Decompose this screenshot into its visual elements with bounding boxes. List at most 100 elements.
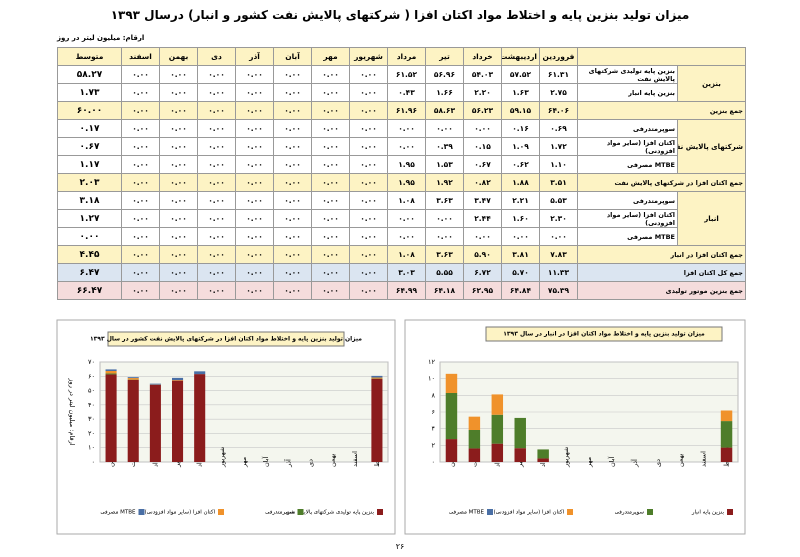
x-tick-label: مهر	[585, 457, 593, 468]
column-header: مرداد	[387, 47, 426, 66]
total-row: جمع اکتان افزا در شرکتهای پالایش نفت ۳.۵۱…	[57, 173, 746, 192]
value-cell: ۵.۵۵	[425, 263, 464, 282]
table-row: اکتان افزا (سایر مواد افزودنی) ۱.۷۲ ۱.۰۹ ۰.…	[57, 137, 746, 156]
value-cell: ۰.۰۰	[121, 245, 160, 264]
x-tick-label: اسفند	[700, 451, 708, 467]
value-cell: ۰.۰۰	[197, 263, 236, 282]
value-cell: ۰.۰۰	[235, 227, 274, 246]
x-tick-label: آذر	[630, 458, 639, 468]
value-cell: ۰.۰۰	[311, 83, 350, 102]
y-tick-label: ۵۰	[88, 387, 95, 395]
y-tick-label: ۶	[432, 408, 436, 416]
x-tick-label: آبان	[261, 455, 270, 467]
row-label: اکتان افزا (سایر مواد افزودنی)	[577, 209, 678, 228]
corner-cell	[577, 47, 746, 66]
value-cell: ۵.۹۰	[463, 245, 502, 264]
value-cell: ۵.۷۰	[501, 263, 540, 282]
value-cell: ۰.۰۰	[311, 65, 350, 84]
bar-segment	[105, 373, 117, 375]
x-tick-label: مهر	[240, 457, 248, 468]
bar-segment	[720, 421, 733, 448]
value-cell: ۰.۰۰	[159, 263, 198, 282]
value-cell: ۰.۰۰	[273, 281, 312, 300]
table-row: MTBE مصرفی ۱.۱۰ ۰.۶۲ ۰.۶۷ ۱.۵۳ ۱.۹۵ ۰.۰۰ ۰.۰۰ ۰.…	[57, 155, 746, 174]
value-cell: ۱.۷۳	[57, 83, 122, 102]
bar-segment	[537, 449, 549, 459]
row-label: بنزین پایه تولیدی شرکتهای پالایش نفت	[577, 65, 678, 84]
column-header: آبان	[273, 47, 312, 66]
value-cell: ۰.۰۰	[197, 191, 236, 210]
total-row: جمع بنزین ۶۴.۰۶ ۵۹.۱۵ ۵۶.۲۳ ۵۸.۶۳ ۶۱.۹۶ ۰.۰۰ ۰.…	[57, 101, 746, 120]
legend-swatch	[218, 509, 224, 515]
bar-segment	[445, 393, 458, 440]
y-tick-label: ۲۰	[88, 429, 95, 437]
value-cell: ۰.۰۰	[387, 119, 426, 138]
value-cell: ۰.۰۰	[273, 137, 312, 156]
legend-swatch	[727, 509, 733, 515]
value-cell: ۱.۲۷	[57, 209, 122, 228]
page-number: ۲۶	[395, 542, 405, 551]
charts: میزان تولید بنزین پایه و اختلاط مواد اکت…	[56, 319, 746, 535]
value-cell: ۰.۰۰	[273, 209, 312, 228]
x-tick-label: دی	[306, 459, 314, 467]
y-tick-label: ۳۰	[88, 415, 95, 423]
value-cell: ۳.۴۷	[463, 191, 502, 210]
value-cell: ۱.۶۳	[501, 83, 540, 102]
value-cell: ۰.۰۰	[121, 119, 160, 138]
value-cell: ۰.۰۰	[311, 209, 350, 228]
value-cell: ۰.۰۰	[311, 281, 350, 300]
legend-label: MTBE مصرفی	[449, 510, 485, 516]
value-cell: ۶۴.۰۶	[539, 101, 578, 120]
value-cell: ۰.۰۰	[349, 173, 388, 192]
value-cell: ۶۱.۹۶	[387, 101, 426, 120]
value-cell: ۰.۰۰	[349, 101, 388, 120]
value-cell: ۱.۸۸	[501, 173, 540, 192]
value-cell: ۳.۰۳	[387, 263, 426, 282]
value-cell: ۰.۰۰	[273, 191, 312, 210]
y-tick-label: ۰	[92, 458, 96, 466]
bar-segment	[127, 377, 139, 379]
bar-segment	[445, 439, 458, 462]
value-cell: ۵۶.۲۳	[463, 101, 502, 120]
value-cell: ۳.۶۳	[425, 245, 464, 264]
chart-title: میزان تولید بنزین پایه و اختلاط مواد اکت…	[90, 336, 362, 343]
value-cell: ۱.۱۰	[539, 155, 578, 174]
title-box	[485, 326, 723, 342]
value-cell: ۱.۱۷	[57, 155, 122, 174]
total-row: جمع کل اکتان افزا ۱۱.۳۳ ۵.۷۰ ۶.۷۲ ۵.۵۵ ۳.۰۳ ۰.…	[57, 263, 746, 282]
value-cell: ۵۸.۲۷	[57, 65, 122, 84]
legend-label: اکتان افزا (سایر مواد افزودنی)	[493, 509, 564, 516]
y-tick-label: ۰	[432, 458, 436, 466]
value-cell: ۰.۰۰	[349, 245, 388, 264]
value-cell: ۲.۳۰	[539, 209, 578, 228]
table-row: انبار سوپرمتدرفی ۵.۵۳ ۲.۲۱ ۳.۴۷ ۳.۶۳ ۱.۰۸ ۰.۰۰ ۰…	[57, 191, 746, 246]
value-cell: ۰.۰۰	[349, 155, 388, 174]
value-cell: ۶۰.۰۰	[57, 101, 122, 120]
value-cell: ۰.۰۰	[159, 245, 198, 264]
value-cell: ۰.۱۷	[57, 119, 122, 138]
bar-segment	[720, 447, 733, 462]
y-tick-label: ۲	[432, 441, 436, 449]
group-label: شرکتهای پالایش نفت	[677, 119, 746, 174]
y-tick-label: ۷۰	[88, 358, 95, 366]
x-tick-label: دی	[654, 459, 662, 467]
value-cell: ۰.۰۰	[197, 101, 236, 120]
chart-title: میزان تولید بنزین پایه و اختلاط مواد اکت…	[503, 331, 705, 338]
value-cell: ۰.۰۰	[273, 65, 312, 84]
value-cell: ۰.۰۰	[349, 119, 388, 138]
value-cell: ۰.۰۰	[349, 209, 388, 228]
value-cell: ۶۴.۸۴	[501, 281, 540, 300]
value-cell: ۰.۰۰	[121, 191, 160, 210]
value-cell: ۰.۰۰	[57, 227, 122, 246]
value-cell: ۱.۶۰	[501, 209, 540, 228]
group-label: بنزین	[677, 65, 746, 102]
legend-swatch	[487, 509, 493, 515]
bar-segment	[172, 380, 184, 381]
value-cell: ۰.۰۰	[273, 155, 312, 174]
value-cell: ۷۵.۳۹	[539, 281, 578, 300]
total-row: جمع بنزین موتور تولیدی ۷۵.۳۹ ۶۴.۸۴ ۶۲.۹۵ ۶۴.…	[57, 281, 746, 300]
value-cell: ۰.۰۰	[159, 191, 198, 210]
value-cell: ۰.۰۰	[235, 119, 274, 138]
row-label: اکتان افزا (سایر مواد افزودنی)	[577, 137, 678, 156]
value-cell: ۰.۰۰	[197, 209, 236, 228]
